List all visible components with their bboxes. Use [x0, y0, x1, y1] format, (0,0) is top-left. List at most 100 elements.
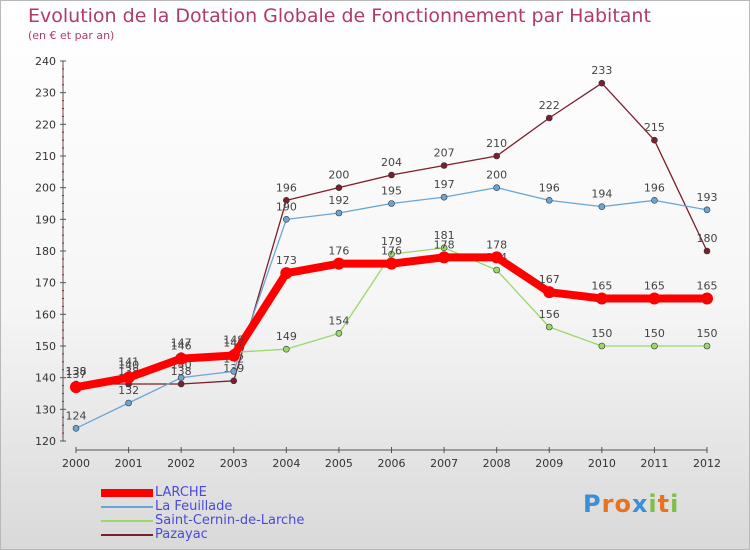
- x-tick-label: 2005: [325, 457, 353, 470]
- legend-swatch-saint-cernin: [101, 520, 153, 522]
- x-tick-label: 2007: [430, 457, 458, 470]
- data-label-larche: 147: [223, 337, 244, 350]
- data-label-la-feuillade: 197: [434, 178, 455, 191]
- data-point-pazayac: [177, 380, 185, 388]
- data-label-pazayac: 204: [381, 156, 402, 169]
- data-point-la-feuillade: [177, 374, 185, 381]
- legend-item-saint-cernin: Saint-Cernin-de-Larche: [101, 513, 361, 528]
- data-label-saint-cernin-de-larche: 150: [591, 327, 612, 340]
- data-point-saint-cernin-de-larche: [493, 266, 500, 274]
- data-label-larche: 165: [697, 280, 718, 293]
- logo-letter: i: [670, 490, 680, 518]
- x-tick-label: 2009: [535, 457, 563, 470]
- x-tick-label: 2010: [588, 457, 616, 470]
- data-point-saint-cernin-de-larche: [388, 250, 395, 258]
- data-point-pazayac: [283, 197, 290, 204]
- x-tick-label: 2006: [378, 457, 406, 470]
- y-tick-label: 150: [35, 340, 56, 353]
- data-label-saint-cernin-de-larche: 154: [328, 314, 349, 327]
- data-point-pazayac: [440, 162, 448, 169]
- proxiti-logo: Proxiti: [583, 490, 679, 518]
- data-point-la-feuillade: [125, 399, 132, 407]
- data-point-larche: [490, 251, 503, 264]
- y-tick-label: 200: [35, 182, 56, 195]
- data-point-saint-cernin-de-larche: [335, 330, 343, 337]
- data-label-larche: 137: [66, 368, 87, 381]
- data-point-saint-cernin-de-larche: [598, 342, 606, 350]
- y-tick-label: 180: [35, 245, 56, 258]
- data-label-pazayac: 180: [697, 232, 718, 245]
- legend-item-larche: LARCHE: [101, 485, 361, 500]
- data-label-la-feuillade: 192: [328, 194, 349, 207]
- data-label-pazayac: 233: [591, 64, 612, 77]
- legend-swatch-la-feuillade: [101, 506, 153, 508]
- x-tick-label: 2012: [693, 457, 721, 470]
- data-point-larche: [70, 381, 82, 394]
- data-label-larche: 178: [434, 238, 455, 251]
- data-point-pazayac: [388, 171, 395, 179]
- data-label-la-feuillade: 196: [644, 181, 665, 194]
- x-tick-label: 2011: [640, 457, 668, 470]
- data-label-larche: 146: [171, 340, 192, 353]
- y-tick-label: 130: [35, 403, 56, 416]
- logo-letter: r: [601, 490, 615, 518]
- x-tick-label: 2001: [115, 457, 143, 470]
- chart-title: Evolution de la Dotation Globale de Fonc…: [28, 5, 651, 27]
- legend-label-la-feuillade: La Feuillade: [155, 499, 233, 514]
- data-label-pazayac: 210: [486, 137, 507, 150]
- data-label-pazayac: 222: [539, 99, 560, 112]
- logo-letter: x: [631, 490, 649, 518]
- data-label-la-feuillade: 194: [591, 188, 612, 201]
- data-point-la-feuillade: [230, 368, 238, 375]
- data-label-la-feuillade: 193: [697, 191, 718, 204]
- data-point-larche: [227, 349, 240, 362]
- data-label-saint-cernin-de-larche: 150: [697, 327, 718, 340]
- data-label-larche: 165: [591, 280, 612, 293]
- x-tick-label: 2008: [483, 457, 511, 470]
- data-point-larche: [648, 292, 661, 305]
- data-point-la-feuillade: [703, 206, 711, 214]
- legend-label-pazayac: Pazayac: [155, 527, 208, 542]
- legend-label-larche: LARCHE: [155, 485, 207, 500]
- data-label-pazayac: 200: [328, 169, 349, 182]
- data-point-saint-cernin-de-larche: [651, 342, 658, 350]
- data-point-pazayac: [493, 152, 500, 160]
- x-tick-label: 2004: [272, 457, 300, 470]
- logo-letter: i: [648, 490, 658, 518]
- data-point-pazayac: [703, 247, 711, 255]
- data-label-saint-cernin-de-larche: 149: [276, 330, 297, 343]
- data-point-la-feuillade: [72, 425, 80, 432]
- data-label-la-feuillade: 200: [486, 169, 507, 182]
- data-label-larche: 167: [539, 273, 560, 286]
- data-point-pazayac: [545, 114, 553, 122]
- data-point-pazayac: [598, 79, 606, 87]
- data-point-larche: [701, 292, 713, 305]
- data-label-larche: 178: [486, 238, 507, 251]
- series-line-la-feuillade: [75, 187, 708, 429]
- data-point-larche: [122, 371, 135, 384]
- y-tick-label: 140: [35, 372, 56, 385]
- data-label-saint-cernin-de-larche: 179: [381, 235, 402, 248]
- logo-letter: o: [614, 490, 632, 518]
- y-tick-label: 160: [35, 308, 56, 321]
- legend: LARCHE La Feuillade Saint-Cernin-de-Larc…: [101, 485, 361, 542]
- data-label-la-feuillade: 124: [66, 409, 87, 422]
- data-label-la-feuillade: 190: [276, 200, 297, 213]
- data-point-saint-cernin-de-larche: [283, 345, 290, 353]
- data-label-saint-cernin-de-larche: 138: [66, 365, 87, 378]
- data-point-larche: [280, 267, 293, 280]
- y-tick-label: 170: [35, 277, 56, 290]
- data-point-la-feuillade: [335, 209, 343, 217]
- data-point-larche: [543, 286, 556, 299]
- x-tick-label: 2000: [62, 457, 90, 470]
- data-point-larche: [332, 257, 345, 270]
- legend-item-la-feuillade: La Feuillade: [101, 499, 361, 514]
- x-tick-label: 2003: [220, 457, 248, 470]
- chart-subtitle: (en € et par an): [28, 29, 115, 42]
- data-label-la-feuillade: 196: [539, 181, 560, 194]
- data-label-saint-cernin-de-larche: 141: [118, 356, 139, 369]
- data-label-pazayac: 215: [644, 121, 665, 134]
- legend-label-saint-cernin: Saint-Cernin-de-Larche: [155, 513, 305, 528]
